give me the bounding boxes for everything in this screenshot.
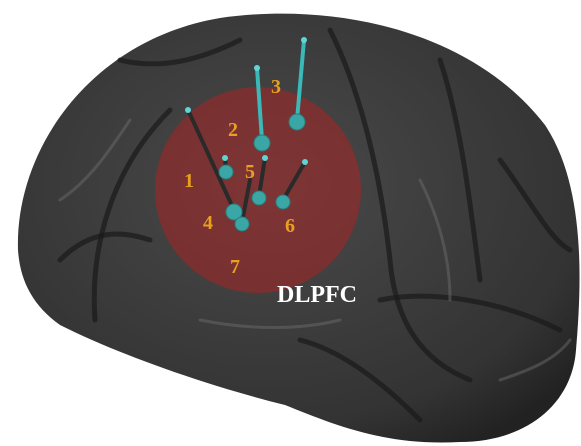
region-label: DLPFC xyxy=(277,282,357,308)
brain-figure: 1 2 3 4 5 6 7 DLPFC xyxy=(0,0,581,446)
electrode-label: 7 xyxy=(230,256,240,278)
electrode-label: 3 xyxy=(271,76,281,98)
page: 1 2 3 4 5 6 7 DLPFC (() => { const data … xyxy=(0,0,581,446)
electrode-label: 4 xyxy=(203,212,213,234)
electrode-label: 1 xyxy=(184,170,194,192)
electrode-label: 2 xyxy=(228,119,238,141)
electrode-label: 6 xyxy=(285,215,295,237)
electrode-label: 5 xyxy=(245,161,255,183)
